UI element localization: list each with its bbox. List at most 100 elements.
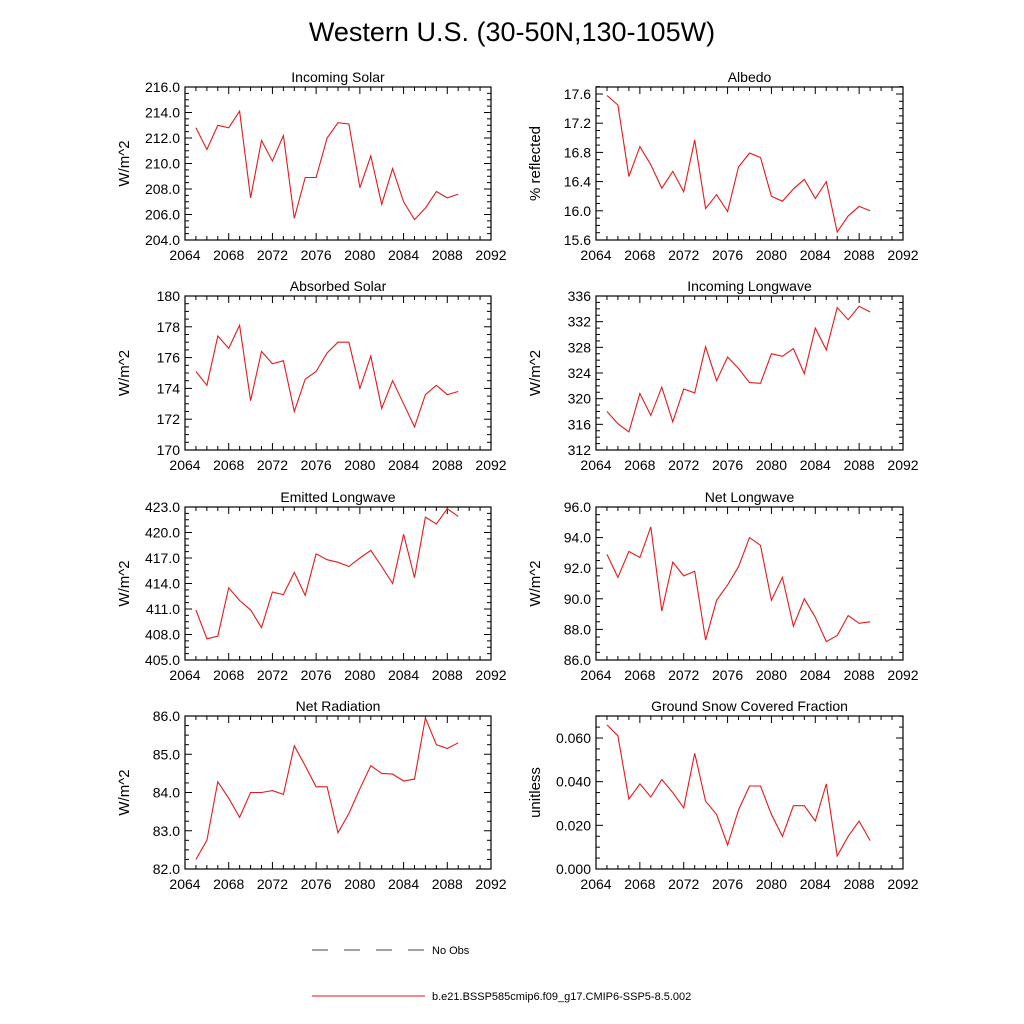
y-tick-label: 94.0 <box>564 530 591 546</box>
x-tick-label: 2064 <box>580 457 611 473</box>
y-tick-label: 411.0 <box>146 601 180 617</box>
series-line <box>606 724 871 858</box>
legend-label: No Obs <box>432 945 470 957</box>
chart-panel: Absorbed Solar W/m^2 2064 2068 2072 2076 2080 2… <box>116 278 507 473</box>
x-tick-label: 2088 <box>844 667 875 683</box>
y-tick-label: 328 <box>568 339 592 355</box>
y-tick-label: 92.0 <box>564 560 591 576</box>
plot-frame <box>184 506 492 661</box>
panel-title: Net Longwave <box>705 489 795 505</box>
panel-title: Ground Snow Covered Fraction <box>651 698 848 714</box>
x-tick-label: 2080 <box>344 667 375 683</box>
chart-panel: Albedo % reflected 2064 2068 2072 2076 2080 208… <box>527 69 919 263</box>
x-tick-label: 2080 <box>756 457 787 473</box>
y-axis-label: W/m^2 <box>527 560 544 606</box>
figure-title: Western U.S. (30-50N,130-105W) <box>309 17 715 47</box>
series-line <box>195 715 459 860</box>
y-tick-label: 82.0 <box>153 861 180 877</box>
y-tick-label: 83.0 <box>153 823 180 839</box>
x-tick-label: 2088 <box>844 247 875 263</box>
x-tick-label: 2084 <box>388 247 419 263</box>
x-tick-label: 2068 <box>624 667 655 683</box>
x-tick-label: 2092 <box>887 457 918 473</box>
panel-title: Emitted Longwave <box>280 489 395 505</box>
x-tick-label: 2092 <box>475 667 506 683</box>
x-tick-label: 2092 <box>887 667 918 683</box>
x-tick-label: 2072 <box>668 667 699 683</box>
x-tick-label: 2084 <box>388 667 419 683</box>
y-tick-label: 214.0 <box>145 105 180 121</box>
x-tick-label: 2084 <box>800 876 831 892</box>
x-tick-label: 2072 <box>668 457 699 473</box>
x-tick-label: 2072 <box>257 457 288 473</box>
y-tick-label: 180 <box>157 288 181 304</box>
x-tick-label: 2092 <box>887 247 918 263</box>
y-tick-label: 16.4 <box>564 174 591 190</box>
panel-title: Incoming Longwave <box>687 278 812 294</box>
x-tick-label: 2068 <box>624 876 655 892</box>
x-tick-label: 2080 <box>344 247 375 263</box>
y-tick-label: 176 <box>157 350 181 366</box>
x-tick-label: 2080 <box>344 457 375 473</box>
x-tick-label: 2072 <box>257 247 288 263</box>
x-tick-label: 2072 <box>257 667 288 683</box>
y-tick-label: 0.000 <box>556 861 591 877</box>
y-tick-label: 84.0 <box>153 785 180 801</box>
x-tick-label: 2068 <box>213 247 244 263</box>
x-tick-label: 2092 <box>475 457 506 473</box>
x-tick-label: 2088 <box>432 457 463 473</box>
y-tick-label: 210.0 <box>145 156 180 172</box>
x-tick-label: 2064 <box>169 876 200 892</box>
y-tick-label: 206.0 <box>145 207 180 223</box>
x-tick-label: 2084 <box>388 457 419 473</box>
x-tick-label: 2084 <box>800 247 831 263</box>
panel-title: Absorbed Solar <box>290 278 387 294</box>
chart-panel: Net Longwave W/m^2 2064 2068 2072 2076 2080 208… <box>527 489 919 683</box>
x-tick-label: 2080 <box>344 876 375 892</box>
y-tick-label: 16.8 <box>564 144 591 160</box>
panel-title: Net Radiation <box>296 698 381 714</box>
panel-title: Incoming Solar <box>291 69 385 85</box>
y-tick-label: 0.040 <box>556 774 591 790</box>
series-line <box>606 95 871 234</box>
x-tick-label: 2088 <box>432 667 463 683</box>
plot-frame <box>595 506 904 661</box>
y-tick-label: 170 <box>157 442 181 458</box>
plot-frame <box>595 86 904 241</box>
y-tick-label: 212.0 <box>145 130 180 146</box>
panel-title: Albedo <box>728 69 772 85</box>
x-tick-label: 2088 <box>844 876 875 892</box>
y-tick-label: 16.0 <box>564 203 591 219</box>
x-tick-label: 2080 <box>756 667 787 683</box>
x-tick-label: 2064 <box>169 667 200 683</box>
plot-frame <box>595 715 904 870</box>
y-axis-label: W/m^2 <box>527 350 544 396</box>
legend: No Obs b.e21.BSSP585cmip6.f09_g17.CMIP6-S… <box>312 945 691 1003</box>
x-tick-label: 2064 <box>169 457 200 473</box>
plot-frame <box>184 295 492 451</box>
series-line <box>195 323 459 429</box>
x-tick-label: 2084 <box>388 876 419 892</box>
y-tick-label: 420.0 <box>145 525 180 541</box>
y-tick-label: 178 <box>157 319 181 335</box>
y-tick-label: 208.0 <box>145 181 180 197</box>
y-tick-label: 86.0 <box>564 652 591 668</box>
x-tick-label: 2092 <box>475 247 506 263</box>
y-tick-label: 0.060 <box>556 730 591 746</box>
chart-panel: Incoming Solar W/m^2 2064 2068 2072 2076 2080 2… <box>116 69 507 263</box>
x-tick-label: 2088 <box>432 247 463 263</box>
y-tick-label: 324 <box>568 365 592 381</box>
y-tick-label: 316 <box>568 416 592 432</box>
x-tick-label: 2068 <box>213 457 244 473</box>
y-tick-label: 15.6 <box>564 232 591 248</box>
chart-panels: Incoming Solar W/m^2 2064 2068 2072 2076 2080 2… <box>116 69 919 892</box>
x-tick-label: 2084 <box>800 667 831 683</box>
x-tick-label: 2076 <box>712 247 743 263</box>
plot-frame <box>595 295 904 451</box>
y-tick-label: 332 <box>568 314 592 330</box>
y-tick-label: 17.2 <box>564 115 591 131</box>
x-tick-label: 2092 <box>887 876 918 892</box>
x-tick-label: 2088 <box>844 457 875 473</box>
y-axis-label: W/m^2 <box>116 350 133 396</box>
y-tick-label: 312 <box>568 442 592 458</box>
